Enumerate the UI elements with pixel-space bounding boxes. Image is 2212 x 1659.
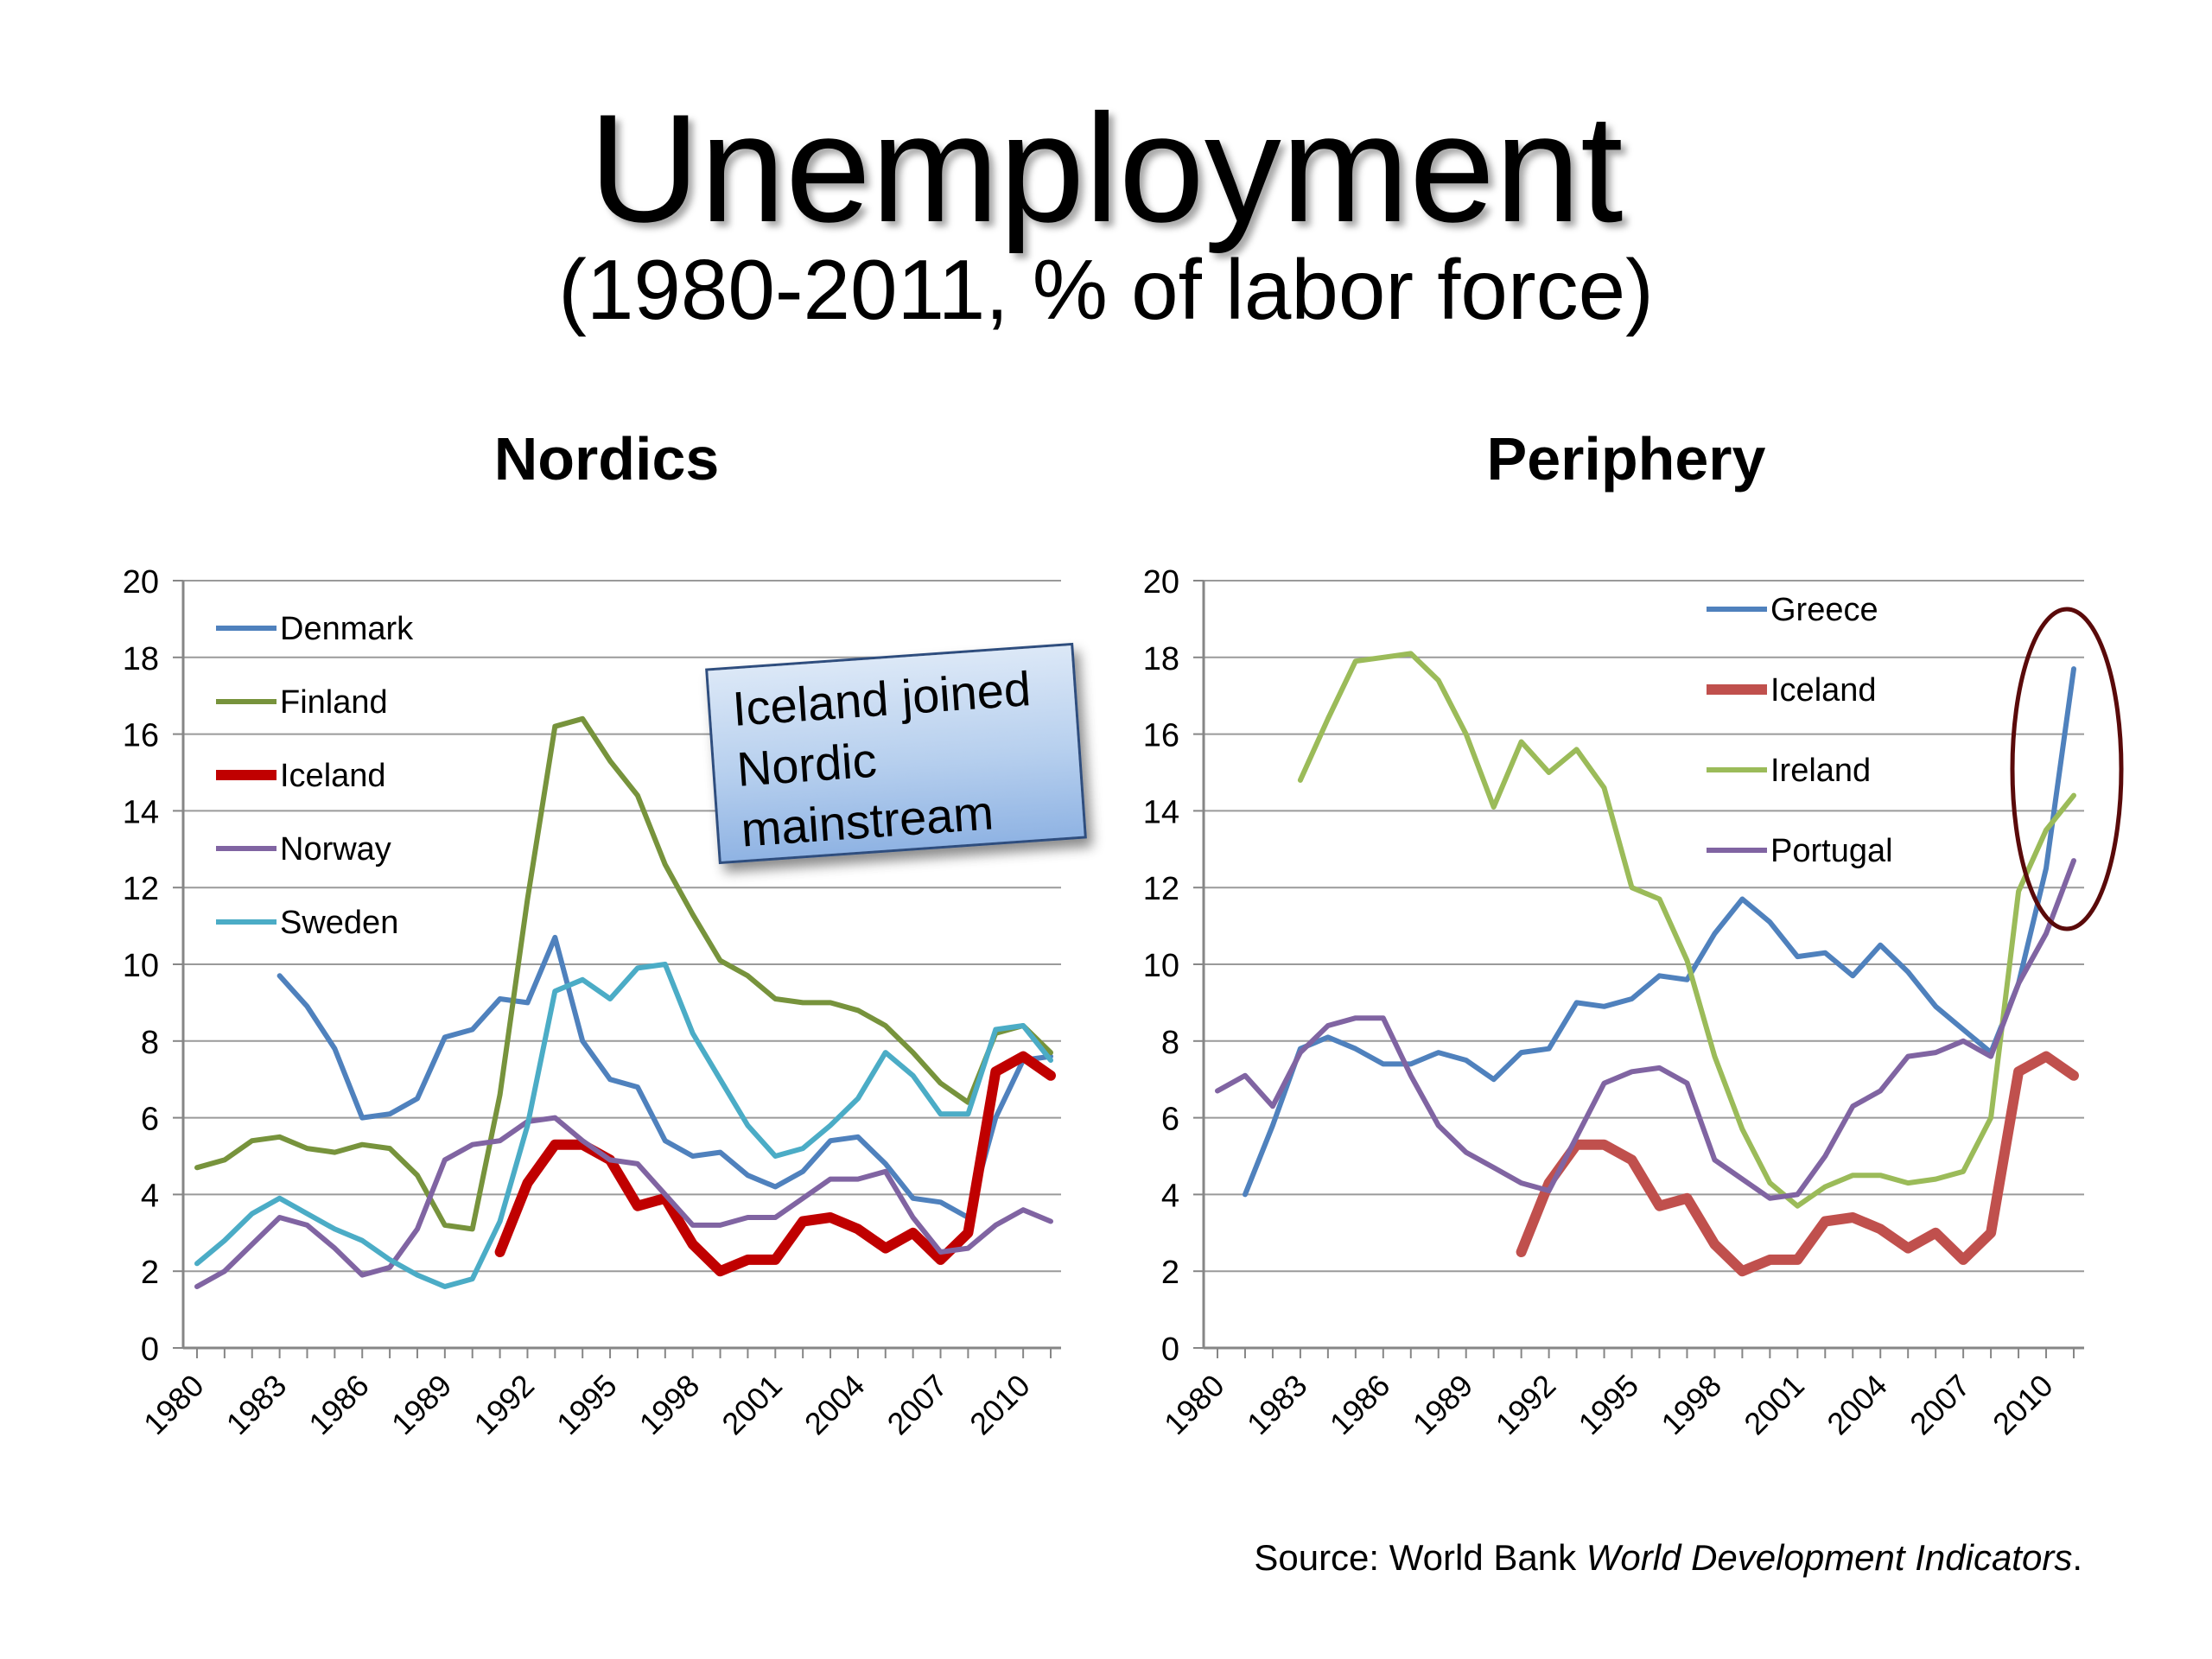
y-tick-label: 20 — [1143, 564, 1179, 601]
x-tick-label: 1992 — [1489, 1368, 1563, 1442]
y-tick-label: 10 — [123, 948, 159, 984]
series-line-iceland — [494, 1051, 1056, 1277]
x-tick-label: 2001 — [1737, 1368, 1811, 1442]
series-line-iceland — [1516, 1051, 2079, 1277]
source-prefix: Source: World Bank — [1254, 1537, 1586, 1578]
y-tick-label: 18 — [1143, 641, 1179, 677]
page-title: Unemployment — [588, 82, 1624, 254]
y-tick-label: 2 — [1161, 1255, 1179, 1291]
legend-label: Iceland — [280, 758, 386, 794]
y-tick-label: 10 — [1143, 948, 1179, 984]
annotation-box — [705, 642, 1087, 865]
y-tick-label: 14 — [123, 794, 159, 830]
y-tick-label: 20 — [123, 564, 159, 601]
x-tick-label: 1986 — [1323, 1368, 1397, 1442]
x-tick-label: 1989 — [385, 1368, 459, 1442]
y-tick-label: 14 — [1143, 794, 1179, 830]
series-line-sweden — [194, 962, 1053, 1289]
chart-title: Periphery — [1487, 425, 1766, 493]
x-tick-label: 1986 — [302, 1368, 376, 1442]
y-tick-label: 8 — [141, 1025, 159, 1061]
x-tick-label: 1995 — [1572, 1368, 1646, 1442]
x-tick-label: 1980 — [137, 1368, 211, 1442]
y-tick-label: 6 — [1161, 1102, 1179, 1138]
y-tick-label: 0 — [141, 1332, 159, 1368]
x-tick-label: 1983 — [1240, 1368, 1314, 1442]
x-tick-label: 2004 — [798, 1368, 872, 1442]
source-suffix: . — [2072, 1537, 2082, 1578]
annotation-callout: Iceland joinedNordicmainstream — [705, 642, 1087, 865]
x-tick-label: 1998 — [1654, 1368, 1728, 1442]
series-line-finland — [194, 715, 1053, 1232]
x-tick-label: 1998 — [632, 1368, 707, 1442]
legend-label: Portugal — [1770, 833, 1893, 869]
series-line-greece — [1243, 666, 2076, 1198]
x-tick-label: 1980 — [1157, 1368, 1231, 1442]
annotation-line: Nordic — [735, 733, 879, 797]
y-tick-label: 8 — [1161, 1025, 1179, 1061]
y-tick-label: 0 — [1161, 1332, 1179, 1368]
x-tick-label: 1989 — [1406, 1368, 1480, 1442]
y-tick-label: 6 — [141, 1102, 159, 1138]
x-tick-label: 1992 — [467, 1368, 541, 1442]
series-line-denmark — [276, 934, 1053, 1220]
x-tick-label: 2007 — [880, 1368, 955, 1442]
page-subtitle: (1980-2011, % of labor force) — [558, 242, 1654, 337]
legend-label: Greece — [1770, 592, 1878, 628]
y-tick-label: 16 — [1143, 718, 1179, 754]
x-tick-label: 2010 — [963, 1368, 1037, 1442]
chart-title: Nordics — [494, 425, 720, 493]
highlight-ellipse — [2010, 607, 2124, 931]
legend-label: Denmark — [280, 611, 414, 647]
series-line-ireland — [1297, 651, 2076, 1209]
legend-label: Finland — [280, 684, 388, 721]
series-line-portugal — [1215, 858, 2076, 1201]
legend-label: Ireland — [1770, 753, 1871, 789]
x-tick-label: 2001 — [715, 1368, 789, 1442]
y-tick-label: 12 — [123, 871, 159, 907]
source-note: Source: World Bank World Development Ind… — [1254, 1534, 2082, 1582]
legend-label: Iceland — [1770, 672, 1877, 709]
x-tick-label: 2004 — [1820, 1368, 1894, 1442]
source-italic: World Development Indicators — [1586, 1537, 2073, 1578]
y-tick-label: 12 — [1143, 871, 1179, 907]
y-tick-label: 18 — [123, 641, 159, 677]
x-tick-label: 2010 — [1986, 1368, 2060, 1442]
series-line-norway — [194, 1115, 1053, 1289]
x-tick-label: 1983 — [219, 1368, 294, 1442]
x-tick-label: 2007 — [1903, 1368, 1977, 1442]
legend-label: Norway — [280, 831, 391, 868]
legend-label: Sweden — [280, 905, 398, 941]
y-tick-label: 4 — [1161, 1178, 1179, 1214]
x-tick-label: 1995 — [550, 1368, 624, 1442]
nordics-chart: Nordics 0 2 4 6 8 10 12 14 16 18 20 1980 1983 1986 1989… — [123, 425, 1061, 1441]
y-tick-label: 2 — [141, 1255, 159, 1291]
y-tick-label: 4 — [141, 1178, 159, 1214]
y-tick-label: 16 — [123, 718, 159, 754]
